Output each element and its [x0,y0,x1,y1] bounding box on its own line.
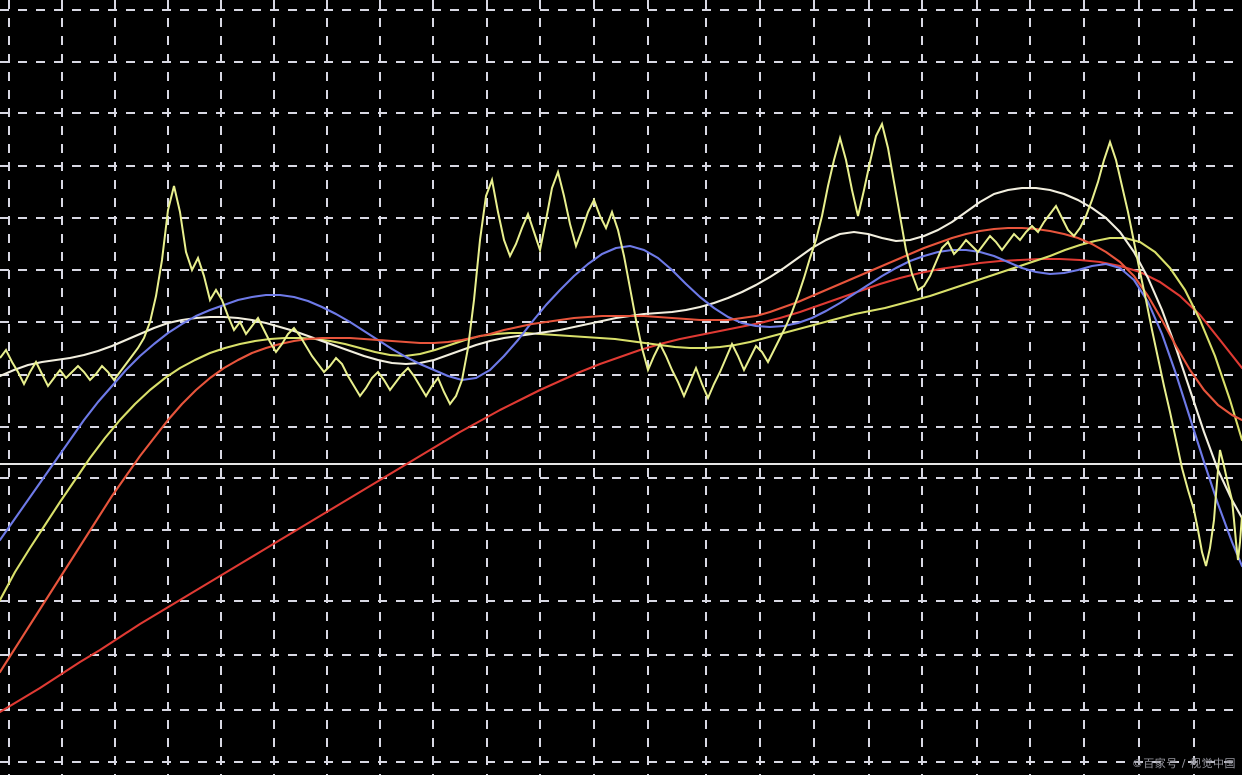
ma-line-yellow [0,236,1242,602]
ma-line-white [0,186,1242,520]
ma-line-red-long [0,257,1242,714]
price-line [0,121,1242,567]
ma-line-blue [0,244,1242,568]
ma-line-orange [0,226,1242,674]
